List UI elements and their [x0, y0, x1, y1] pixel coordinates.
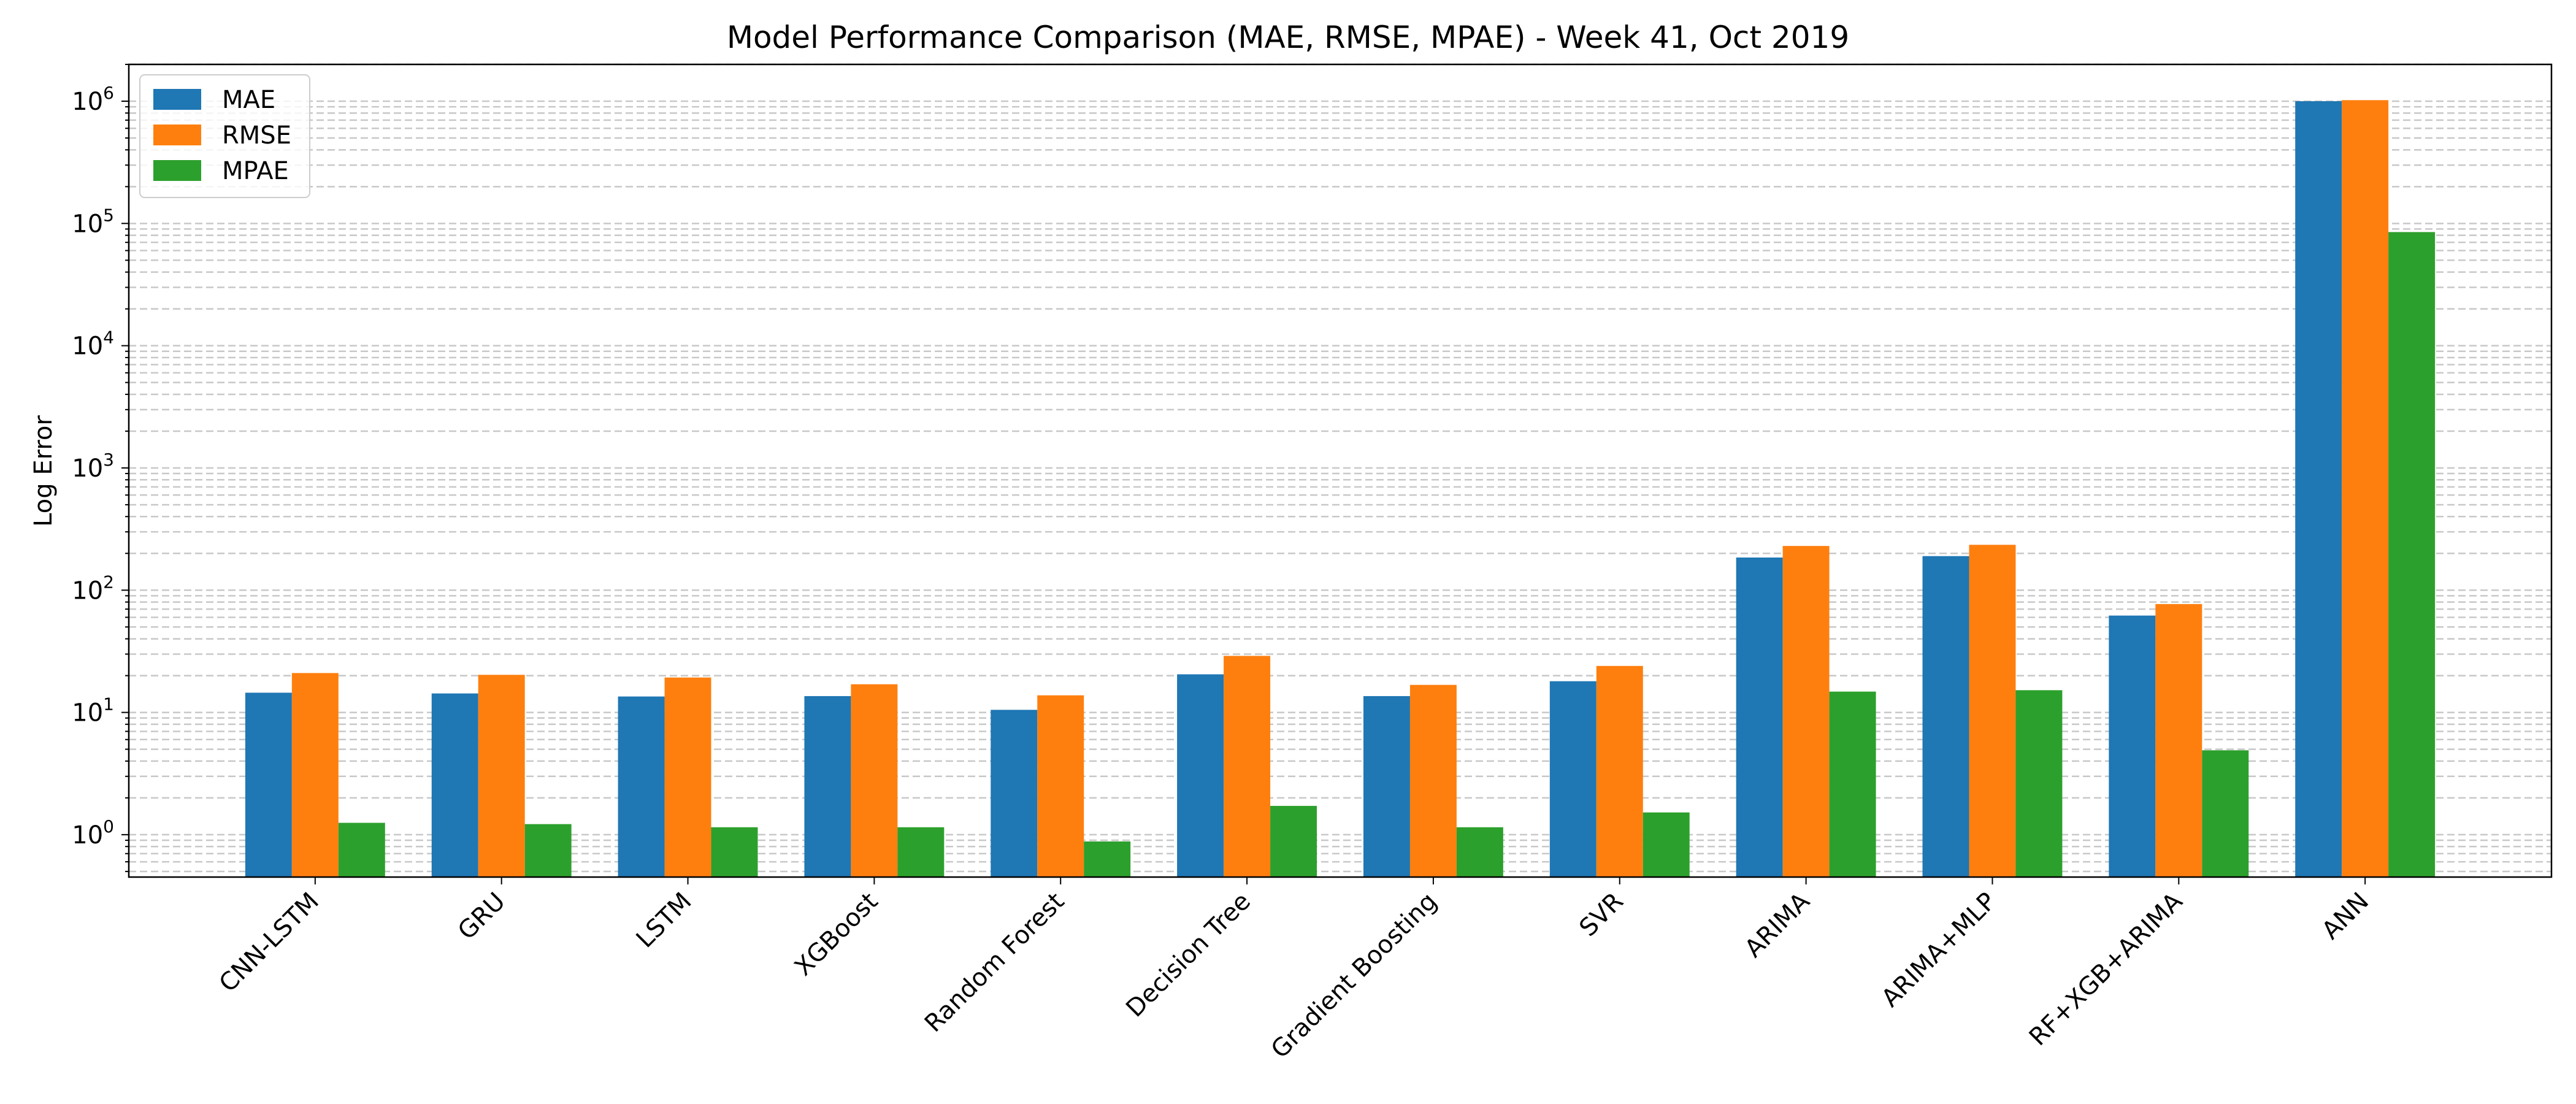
- bar-mae-random-forest: [991, 710, 1038, 877]
- y-tick-label: 103: [72, 450, 114, 483]
- legend-swatch-mae: [153, 89, 201, 110]
- bar-mpae-xgboost: [897, 827, 945, 877]
- bar-mpae-gru: [524, 824, 572, 877]
- bar-mpae-svr: [1643, 812, 1690, 877]
- x-tick-label: ARIMA: [1739, 887, 1815, 963]
- bar-rmse-rf-xgb-arima: [2155, 604, 2202, 877]
- legend-label-mpae: MPAE: [222, 157, 289, 185]
- x-tick-label: GRU: [453, 887, 511, 946]
- legend-label-mae: MAE: [222, 86, 275, 114]
- legend-label-rmse: RMSE: [222, 121, 291, 150]
- y-tick-label: 101: [72, 694, 114, 727]
- bar-mpae-random-forest: [1084, 841, 1131, 877]
- y-tick-label: 102: [72, 572, 114, 605]
- y-tick-label: 100: [72, 816, 114, 849]
- chart-title: Model Performance Comparison (MAE, RMSE,…: [727, 20, 1849, 55]
- x-axis-ticks: CNN-LSTM GRU LSTM XGBoost Random Forest Decis…: [214, 877, 2374, 1064]
- bar-rmse-lstm: [664, 677, 711, 877]
- bar-mae-cnn-lstm: [245, 692, 292, 877]
- bar-rmse-ann: [2342, 100, 2389, 878]
- y-tick-label: 106: [72, 83, 114, 116]
- y-axis-ticks: 100 101 102 103 104 105 106: [72, 64, 129, 872]
- x-tick-label: CNN-LSTM: [214, 887, 324, 998]
- bar-mpae-rf-xgb-arima: [2202, 750, 2249, 877]
- grid-lines: [129, 63, 2551, 873]
- bar-rmse-svr: [1596, 665, 1643, 877]
- plot-frame: [128, 63, 2553, 878]
- bar-mae-gru: [431, 693, 478, 877]
- bar-mae-gradient-boosting: [1363, 696, 1410, 877]
- bar-mpae-lstm: [711, 827, 758, 877]
- bar-rmse-decision-tree: [1224, 656, 1271, 877]
- bar-mpae-decision-tree: [1270, 805, 1317, 877]
- bar-mpae-cnn-lstm: [338, 822, 385, 877]
- x-tick-label: XGBoost: [789, 887, 884, 982]
- x-tick-label: SVR: [1574, 887, 1628, 942]
- x-tick-label: Decision Tree: [1121, 887, 1256, 1023]
- x-tick-label: Gradient Boosting: [1266, 887, 1443, 1064]
- legend-swatch-rmse: [153, 125, 201, 145]
- bar-mae-rf-xgb-arima: [2109, 615, 2156, 877]
- bar-rmse-xgboost: [851, 684, 898, 877]
- legend: MAE RMSE MPAE: [139, 74, 310, 198]
- bar-rmse-arima: [1782, 546, 1830, 877]
- y-axis-label: Log Error: [29, 415, 58, 527]
- bar-mpae-arima-mlp: [2015, 690, 2063, 877]
- bar-mae-svr: [1549, 681, 1597, 877]
- bar-mae-decision-tree: [1177, 674, 1224, 877]
- bar-mpae-gradient-boosting: [1456, 827, 1503, 877]
- x-tick-label: Random Forest: [919, 887, 1070, 1038]
- y-tick-label: 104: [72, 328, 114, 361]
- bar-mae-lstm: [618, 696, 665, 877]
- bar-mpae-ann: [2388, 232, 2436, 878]
- bar-mae-arima: [1736, 558, 1783, 877]
- bars: [245, 100, 2436, 878]
- y-tick-label: 105: [72, 205, 114, 238]
- bar-rmse-random-forest: [1037, 695, 1084, 877]
- bar-rmse-gru: [478, 675, 525, 877]
- bar-rmse-arima-mlp: [1969, 545, 2016, 877]
- legend-swatch-mpae: [153, 160, 201, 181]
- x-tick-label: ARIMA+MLP: [1876, 887, 2002, 1013]
- bar-rmse-gradient-boosting: [1409, 684, 1457, 877]
- bar-mae-arima-mlp: [1922, 556, 1969, 877]
- x-tick-label: RF+XGB+ARIMA: [2024, 887, 2188, 1051]
- x-tick-label: ANN: [2317, 887, 2374, 945]
- x-tick-label: LSTM: [631, 887, 697, 954]
- bar-mae-xgboost: [804, 696, 851, 877]
- bar-mpae-arima: [1829, 691, 1876, 877]
- bar-rmse-cnn-lstm: [291, 673, 339, 877]
- bar-mae-ann: [2295, 101, 2342, 877]
